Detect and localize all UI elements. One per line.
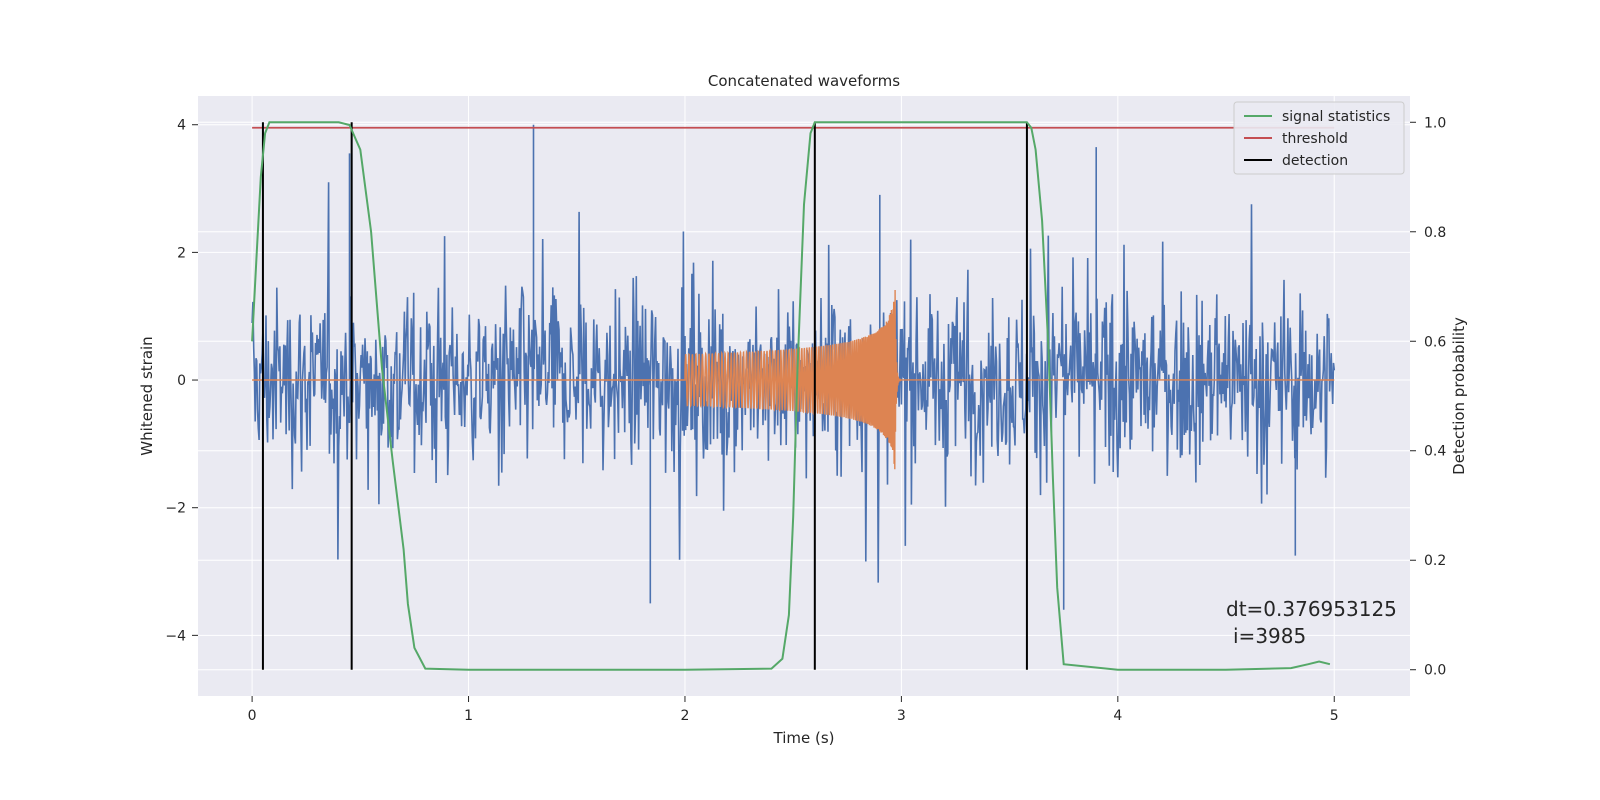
x-tick-label: 5 xyxy=(1330,708,1339,724)
legend-label-detection: detection xyxy=(1282,153,1348,169)
signal-statistics-line xyxy=(251,121,1331,671)
legend-label-signal-statistics: signal statistics xyxy=(1282,109,1390,125)
x-tick-label: 1 xyxy=(464,708,473,724)
y2-tick-label: 0.2 xyxy=(1424,553,1446,569)
y2-tick-label: 0.8 xyxy=(1424,225,1446,241)
signal-statistics-series xyxy=(251,121,1331,671)
chirp-series xyxy=(252,289,1335,470)
y2-tick-label: 0.0 xyxy=(1424,663,1446,679)
legend-label-threshold: threshold xyxy=(1282,131,1348,147)
x-tick-label: 0 xyxy=(248,708,257,724)
legend: signal statistics threshold detection xyxy=(1233,101,1405,175)
y-tick-label: −4 xyxy=(165,628,186,644)
chirp-line xyxy=(252,289,1335,470)
annotation-dt: dt=0.376953125 xyxy=(1226,597,1397,621)
x-tick-label: 4 xyxy=(1113,708,1122,724)
x-tick-label: 2 xyxy=(681,708,690,724)
tick-labels: 0 1 2 3 4 5 −4 −2 0 2 4 0.0 0.2 0.4 0.6 0.8 1.0 xyxy=(165,115,1446,724)
annotation-i: i=3985 xyxy=(1233,624,1306,648)
chart-title: Concatenated waveforms xyxy=(708,72,900,90)
legend-box xyxy=(1233,101,1405,175)
y-tick-label: −2 xyxy=(165,501,186,517)
detection-series xyxy=(261,122,1028,670)
y-tick-label: 2 xyxy=(177,245,186,261)
y2-tick-label: 1.0 xyxy=(1424,115,1446,131)
x-tick-label: 3 xyxy=(897,708,906,724)
y-tick-label: 0 xyxy=(177,373,186,389)
y-axis-label: Whitened strain xyxy=(138,336,156,455)
y2-axis-label: Detection probability xyxy=(1450,317,1468,475)
y-tick-label: 4 xyxy=(177,118,186,134)
y2-tick-label: 0.6 xyxy=(1424,334,1446,350)
x-axis-label: Time (s) xyxy=(773,729,835,747)
y2-tick-label: 0.4 xyxy=(1424,444,1446,460)
